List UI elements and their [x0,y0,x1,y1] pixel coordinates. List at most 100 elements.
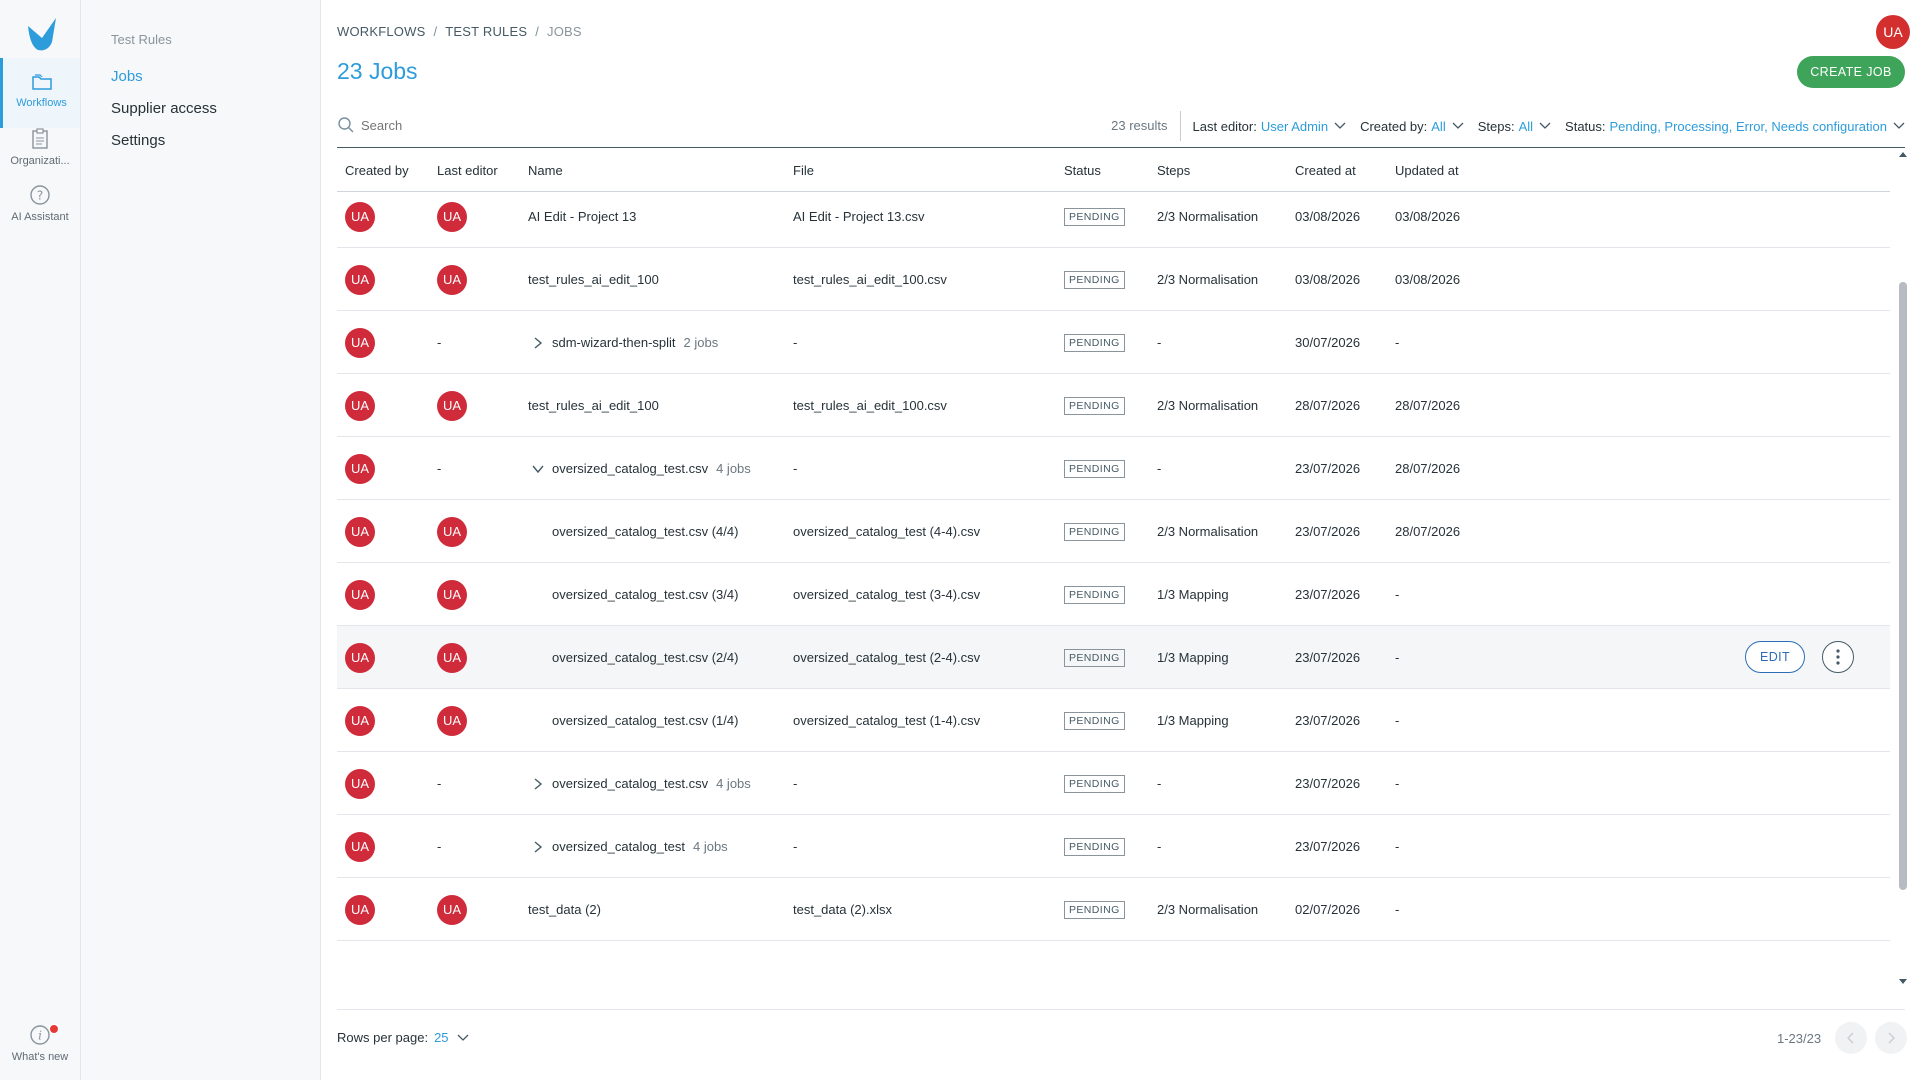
avatar: UA [345,264,375,295]
file-name: oversized_catalog_test (2-4).csv [793,650,981,665]
created-at-cell: 23/07/2026 [1295,815,1360,878]
user-avatar[interactable]: UA [1876,15,1910,49]
file-name: - [793,776,798,791]
filter-status[interactable]: Status: Pending, Processing, Error, Needs… [1565,119,1905,134]
table-row-group[interactable]: UA - sdm-wizard-then-split 2 jobs - PENDING - 3… [337,311,1890,374]
table-row-group[interactable]: UA - oversized_catalog_test.csv 4 jobs - PEND… [337,437,1890,500]
nav-item-settings[interactable]: Settings [111,132,166,149]
filter-steps[interactable]: Steps: All [1478,119,1551,134]
rail-item-workflows[interactable]: Workflows [0,58,80,128]
table-row-group[interactable]: UA - oversized_catalog_test.csv 4 jobs - PEND… [337,752,1890,815]
filter-last-editor[interactable]: Last editor: User Admin [1193,119,1347,134]
created-at-cell: 03/08/2026 [1295,185,1360,248]
scroll-up-arrow[interactable] [1899,152,1907,157]
next-page-button[interactable] [1875,1022,1908,1054]
table-row[interactable]: UA UA oversized_catalog_test.csv (2/4) over… [337,626,1890,689]
nav-item-jobs[interactable]: Jobs [111,68,143,85]
column-header-created-by[interactable]: Created by [345,163,409,178]
column-header-name[interactable]: Name [528,163,563,178]
search-icon [338,117,354,133]
column-header-created-at[interactable]: Created at [1295,163,1356,178]
avatar: UA [345,831,375,862]
prev-page-button[interactable] [1835,1022,1868,1054]
avatar: UA [437,264,467,295]
last-editor-cell: - [437,815,441,878]
column-header-steps[interactable]: Steps [1157,163,1191,178]
created-by-cell: UA [345,311,375,374]
rail-item-organization[interactable]: Organizati... [0,114,80,184]
question-icon: ? [30,185,50,205]
updated-at-cell: - [1395,752,1399,815]
job-name: oversized_catalog_test.csv (1/4) [552,713,739,728]
edit-button[interactable]: EDIT [1745,641,1805,673]
created-at-value: 23/07/2026 [1295,461,1361,476]
column-header-file[interactable]: File [793,163,814,178]
scroll-down-arrow[interactable] [1899,979,1907,984]
status-cell: PENDING [1064,374,1125,437]
jobs-table[interactable]: UA UA AI Edit - Project 13 AI Edit - Projec… [337,148,1905,991]
more-options-icon[interactable] [1822,641,1854,673]
job-name: oversized_catalog_test [552,839,685,854]
column-header-updated-at[interactable]: Updated at [1395,163,1459,178]
create-job-button[interactable]: CREATE JOB [1797,56,1905,88]
name-cell: oversized_catalog_test.csv (4/4) [528,500,738,563]
table-row[interactable]: UA UA test_data (2) test_data (2).xlsx PENDI… [337,878,1890,941]
search-input[interactable] [361,117,661,133]
updated-at-value: - [1395,587,1400,602]
status-badge: PENDING [1064,459,1125,478]
chevron-right-icon[interactable] [528,777,548,790]
scroll-thumb[interactable] [1899,282,1907,890]
updated-at-cell: 03/08/2026 [1395,248,1460,311]
breadcrumb-jobs: JOBS [547,24,582,39]
job-name: sdm-wizard-then-split [552,335,676,350]
avatar: UA [437,201,467,232]
table-row[interactable]: UA UA AI Edit - Project 13 AI Edit - Projec… [337,185,1890,248]
nav-item-supplier-access[interactable]: Supplier access [111,100,217,117]
breadcrumb-workflows[interactable]: WORKFLOWS [337,24,426,39]
column-header-status[interactable]: Status [1064,163,1101,178]
app-rail: Workflows Organizati... ? AI Assistant i… [0,0,81,1080]
breadcrumb-test-rules[interactable]: TEST RULES [445,24,528,39]
created-at-cell: 03/08/2026 [1295,248,1360,311]
breadcrumb-separator: / [535,24,540,39]
column-header-last-editor[interactable]: Last editor [437,163,498,178]
filter-created-by[interactable]: Created by: All [1360,119,1464,134]
chevron-down-icon[interactable] [528,463,548,475]
whats-new-button[interactable]: i What's new [0,1010,80,1080]
created-by-cell: UA [345,563,375,626]
page-title: 23 Jobs [337,58,418,84]
name-cell: oversized_catalog_test.csv 4 jobs [528,752,751,815]
table-row[interactable]: UA UA oversized_catalog_test.csv (1/4) over… [337,689,1890,752]
last-editor-cell: UA [437,248,467,311]
table-row[interactable]: UA UA oversized_catalog_test.csv (4/4) over… [337,500,1890,563]
job-count: 2 jobs [683,335,719,350]
chevron-down-icon [1452,122,1464,129]
chevron-left-icon [1847,1032,1854,1044]
file-cell: - [793,815,797,878]
steps-value: 1/3 Mapping [1157,713,1229,728]
status-badge: PENDING [1064,270,1125,289]
steps-value: 2/3 Normalisation [1157,272,1259,287]
rows-per-page-select[interactable]: 25 [434,1030,449,1045]
last-editor-cell: UA [437,500,467,563]
table-row[interactable]: UA UA oversized_catalog_test.csv (3/4) over… [337,563,1890,626]
created-by-cell: UA [345,500,375,563]
table-scrollbar[interactable] [1898,152,1908,984]
chevron-right-icon[interactable] [528,840,548,853]
table-row[interactable]: UA UA test_rules_ai_edit_100 test_rules_ai_… [337,248,1890,311]
created-at-value: 28/07/2026 [1295,398,1361,413]
breadcrumb-separator: / [433,24,438,39]
chevron-right-icon[interactable] [528,336,548,349]
job-name: oversized_catalog_test.csv (2/4) [552,650,739,665]
table-row[interactable]: UA UA test_rules_ai_edit_100 test_rules_ai_… [337,374,1890,437]
rail-item-ai-assistant[interactable]: ? AI Assistant [0,170,80,240]
updated-at-cell: - [1395,311,1399,374]
filter-key: Status: [1565,118,1606,134]
updated-at-cell: 28/07/2026 [1395,374,1460,437]
chevron-down-icon[interactable] [457,1034,469,1042]
pagination: 1-23/23 [1777,1022,1908,1054]
status-badge: PENDING [1064,774,1125,793]
filter-value: All [1431,118,1446,134]
app-logo[interactable] [22,16,62,54]
table-row-group[interactable]: UA - oversized_catalog_test 4 jobs - PENDING -… [337,815,1890,878]
